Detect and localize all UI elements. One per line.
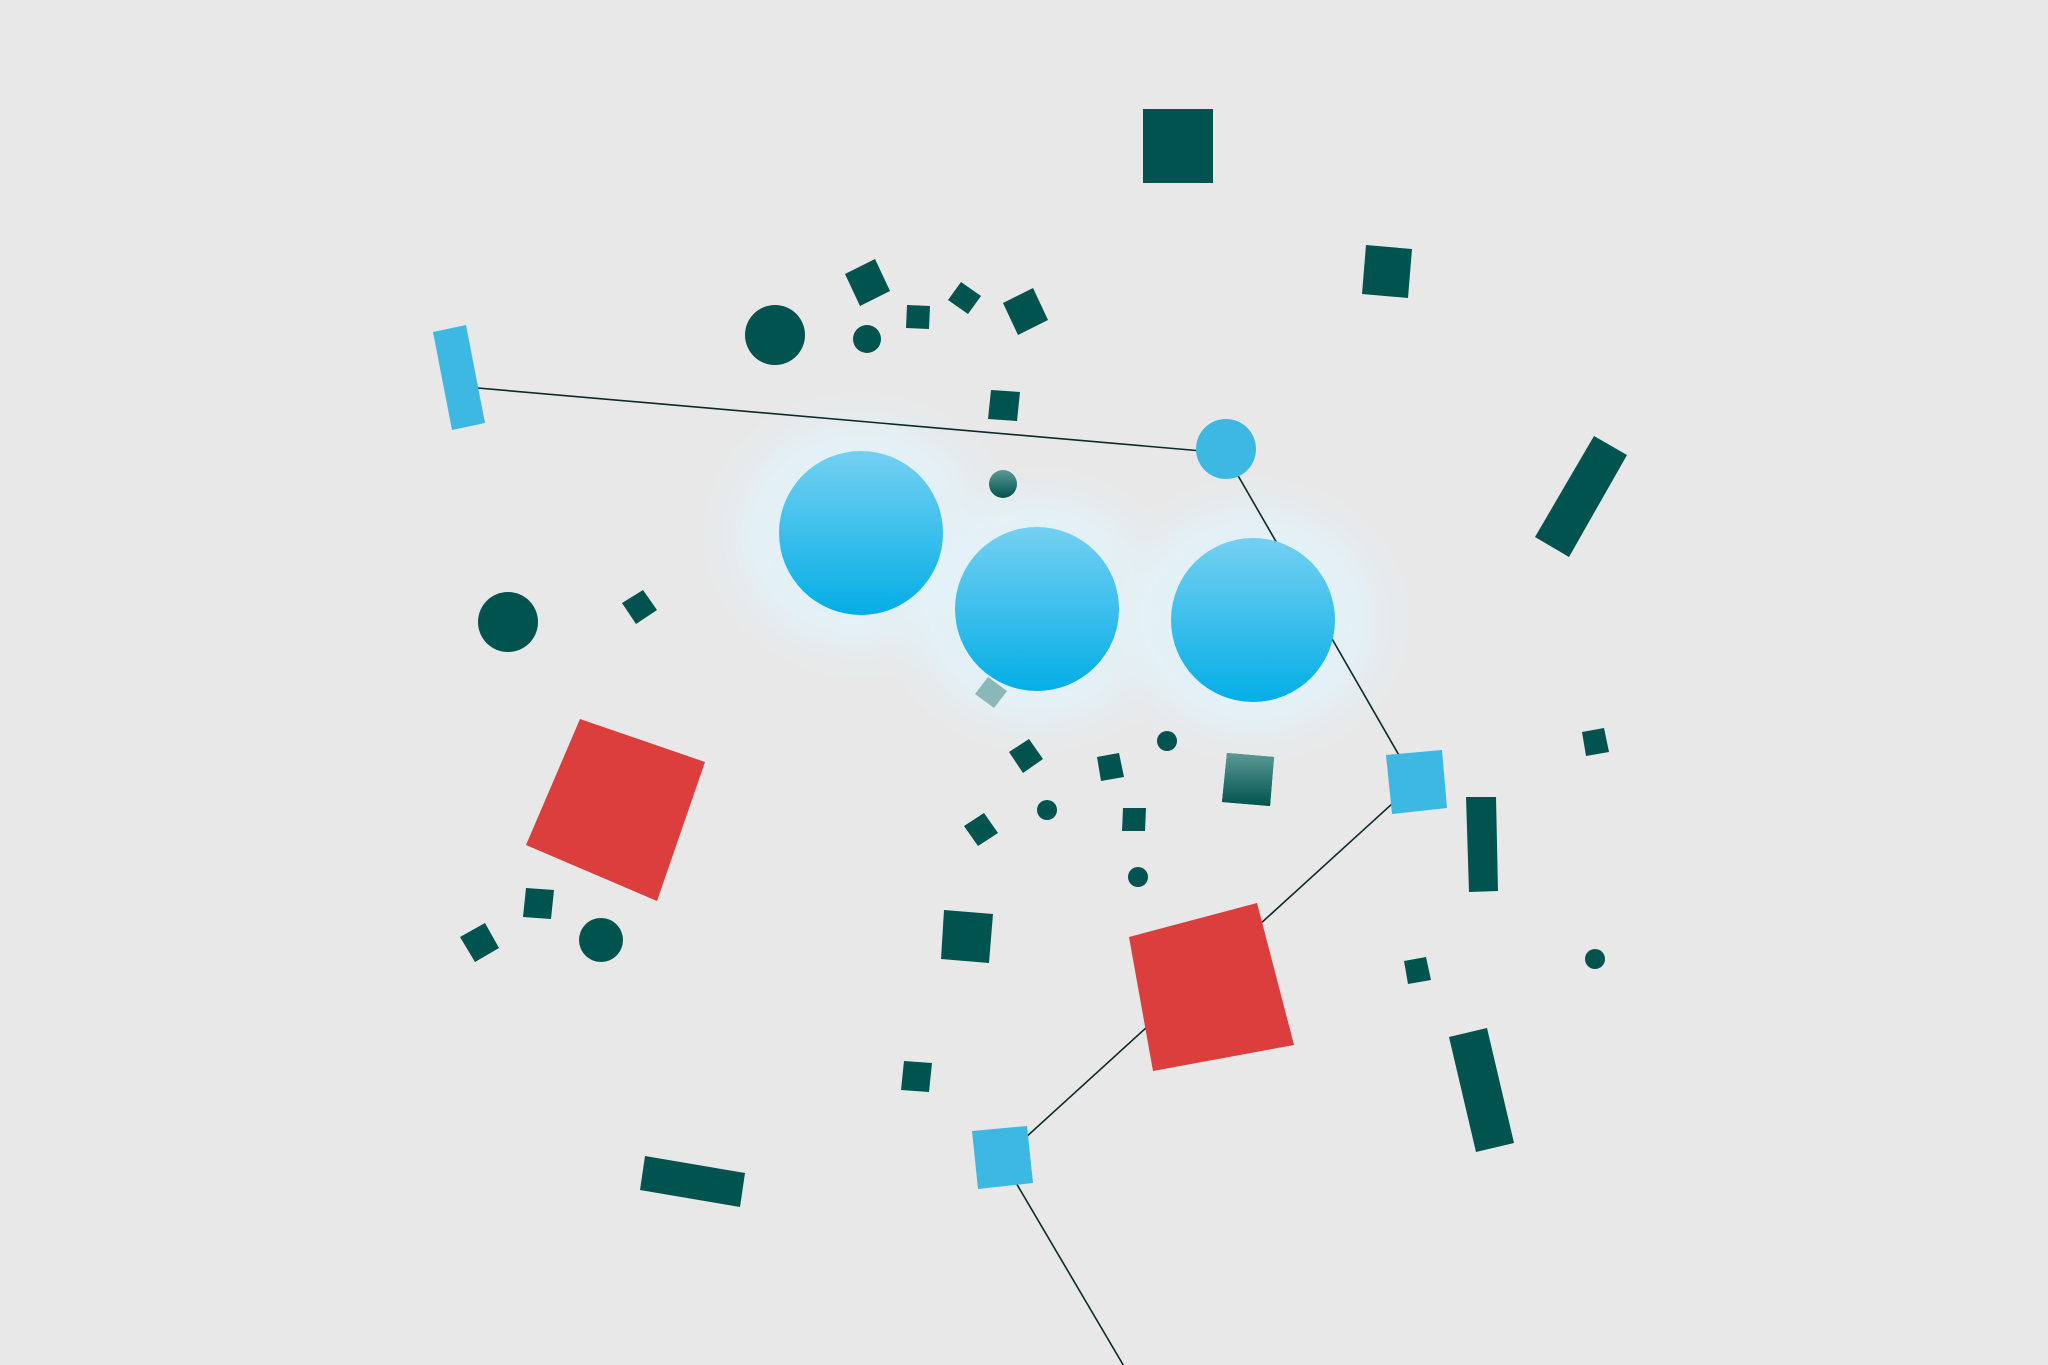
small-square[interactable] bbox=[1122, 808, 1146, 831]
small-square[interactable] bbox=[901, 1061, 932, 1092]
dark-circle[interactable] bbox=[745, 305, 805, 365]
dark-circle[interactable] bbox=[579, 918, 623, 962]
small-square[interactable] bbox=[1404, 957, 1431, 984]
small-dark-circle[interactable] bbox=[1157, 731, 1177, 751]
dark-bar-lower-right[interactable] bbox=[1449, 1028, 1514, 1152]
small-dark-circle[interactable] bbox=[1037, 800, 1057, 820]
small-square[interactable] bbox=[906, 305, 930, 329]
small-dark-circle[interactable] bbox=[853, 325, 881, 353]
small-square[interactable] bbox=[622, 590, 657, 624]
balls[interactable] bbox=[779, 451, 1335, 702]
blue-square-right[interactable] bbox=[1386, 750, 1447, 814]
small-dark-circle[interactable] bbox=[1128, 867, 1148, 887]
small-square[interactable] bbox=[1097, 753, 1124, 781]
dark-pieces[interactable] bbox=[460, 109, 1627, 1207]
ball-3[interactable] bbox=[1171, 538, 1335, 702]
small-square[interactable] bbox=[1003, 288, 1048, 335]
small-square[interactable] bbox=[988, 390, 1020, 421]
dark-square-top[interactable] bbox=[1143, 109, 1213, 183]
blue-pieces[interactable] bbox=[433, 325, 1447, 1189]
small-square[interactable] bbox=[948, 282, 981, 314]
red-block-left[interactable] bbox=[526, 719, 705, 901]
small-square[interactable] bbox=[845, 259, 890, 306]
dark-block-lower-mid[interactable] bbox=[941, 910, 993, 963]
faded-block[interactable] bbox=[1222, 753, 1274, 806]
red-block-center[interactable] bbox=[1129, 903, 1294, 1071]
dark-block-top-right[interactable] bbox=[1362, 245, 1412, 298]
blue-square-bottom[interactable] bbox=[972, 1126, 1033, 1189]
dark-bar-right[interactable] bbox=[1535, 436, 1627, 557]
dark-circle[interactable] bbox=[478, 592, 538, 652]
dark-bar-bottom[interactable] bbox=[640, 1156, 745, 1207]
blue-pivot-circle[interactable] bbox=[1196, 419, 1256, 479]
ball-2[interactable] bbox=[955, 527, 1119, 691]
small-square[interactable] bbox=[460, 923, 499, 962]
small-dark-circle[interactable] bbox=[1585, 949, 1605, 969]
dark-bar-vertical-right[interactable] bbox=[1466, 797, 1498, 892]
faded-square[interactable] bbox=[975, 677, 1007, 708]
ball-1[interactable] bbox=[779, 451, 943, 615]
blue-bar-left[interactable] bbox=[433, 325, 485, 430]
faded-circle[interactable] bbox=[989, 470, 1017, 498]
red-blocks[interactable] bbox=[526, 719, 1294, 1071]
small-square[interactable] bbox=[1009, 739, 1043, 773]
small-square[interactable] bbox=[964, 813, 998, 846]
small-square[interactable] bbox=[523, 888, 554, 919]
small-square[interactable] bbox=[1582, 728, 1609, 756]
